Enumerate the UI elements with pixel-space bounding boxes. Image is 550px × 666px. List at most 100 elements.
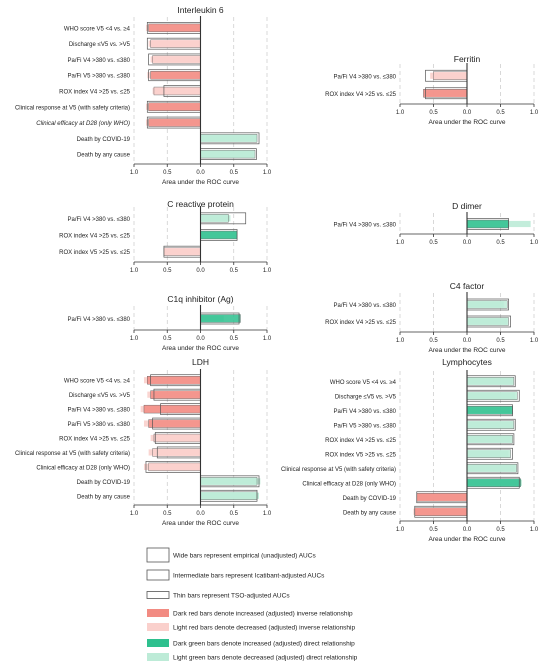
category-label: Death by any cause (77, 494, 131, 500)
x-axis-label: Area under the ROC curve (429, 119, 506, 126)
bar-intermediate (153, 433, 201, 443)
category-label: Death by COVID-19 (77, 137, 131, 143)
category-label: Death by COVID-19 (343, 496, 397, 502)
x-tick-label: 0.5 (429, 527, 438, 533)
x-tick-label: 0.5 (429, 110, 438, 116)
x-tick-label: 1.0 (130, 268, 139, 274)
bar-intermediate (466, 219, 509, 229)
legend-item-dark-green: Dark green bars denote increased (adjust… (147, 639, 355, 648)
bar-intermediate (466, 420, 515, 429)
bar-intermediate (200, 477, 258, 486)
x-tick-label: 1.0 (530, 110, 539, 116)
category-label: Pa/Fi V5 >380 vs. ≤380 (334, 423, 397, 429)
category-label: Clinical response at V5 (with safety cri… (15, 451, 130, 457)
category-label: ROX index V4 >25 vs. ≤25 (325, 438, 396, 444)
bar-intermediate (200, 214, 229, 223)
legend-swatch-light-green (147, 653, 169, 661)
legend-label: Thin bars represent TSO-adjusted AUCs (173, 593, 290, 600)
category-label: Clinical efficacy at D28 (only WHO) (302, 481, 396, 487)
bar-intermediate (200, 149, 256, 159)
x-tick-label: 0.0 (196, 336, 205, 342)
category-label: Pa/Fi V4 >380 vs. ≤380 (68, 58, 131, 64)
category-label: ROX index V4 >25 vs. ≤25 (59, 90, 130, 96)
bar-intermediate (147, 376, 201, 385)
bar-intermediate (414, 507, 468, 516)
category-label: Death by any cause (343, 510, 397, 516)
bar-intermediate (466, 435, 513, 444)
x-tick-label: 0.5 (163, 268, 172, 274)
bar-intermediate (152, 448, 201, 457)
bar-intermediate (466, 377, 515, 386)
bar-intermediate (152, 55, 201, 64)
category-label: Death by COVID-19 (77, 480, 131, 486)
category-label: Pa/Fi V4 >380 vs. ≤380 (334, 303, 397, 309)
x-axis-label: Area under the ROC curve (429, 536, 506, 543)
panel-lymphocytes: Lymphocytes WHO score V5 <4 vs. ≥4 Dischar… (281, 357, 539, 543)
x-tick-label: 0.5 (230, 336, 239, 342)
bar-intermediate (148, 23, 201, 33)
bar-intermediate (466, 464, 517, 473)
bar-intermediate (466, 300, 508, 309)
x-tick-label: 1.0 (396, 110, 405, 116)
x-tick-label: 1.0 (396, 338, 405, 344)
x-tick-label: 1.0 (130, 170, 139, 176)
category-label: Pa/Fi V4 >380 vs. ≤380 (68, 217, 131, 223)
category-label: Clinical response at V5 (with safety cri… (15, 105, 130, 111)
panel-title: C reactive protein (167, 199, 234, 209)
x-axis-label: Area under the ROC curve (162, 179, 239, 186)
legend-item-light-red: Light red bars denote decreased (adjuste… (147, 623, 355, 632)
category-label: Clinical efficacy at D28 (only WHO) (36, 465, 130, 471)
legend-item-light-green: Light green bars denote decreased (adjus… (147, 653, 358, 662)
category-label: Pa/Fi V4 >380 vs. ≤380 (68, 317, 131, 323)
bar-intermediate (150, 390, 201, 399)
x-tick-label: 0.5 (496, 338, 505, 344)
bar-intermediate (163, 247, 201, 256)
bar-intermediate (423, 89, 468, 98)
category-label: Discharge ≤V5 vs. >V5 (69, 42, 131, 48)
legend-swatch-intermediate (146, 569, 170, 581)
x-tick-label: 0.5 (230, 170, 239, 176)
x-tick-label: 1.0 (130, 511, 139, 517)
bar-intermediate (416, 493, 468, 502)
panel-interleukin-6: Interleukin 6 WHO score V5 <4 vs. ≥4 Disch… (15, 5, 272, 186)
category-label: WHO score V5 <4 vs. ≥4 (330, 380, 397, 386)
category-label: Discharge ≤V5 vs. >V5 (335, 394, 397, 400)
x-tick-label: 1.0 (530, 338, 539, 344)
x-axis-label: Area under the ROC curve (429, 347, 506, 354)
category-label: Pa/Fi V4 >380 vs. ≤380 (334, 409, 397, 415)
category-label: Pa/Fi V4 >380 vs. ≤380 (68, 408, 131, 414)
x-tick-label: 0.5 (163, 336, 172, 342)
bar-intermediate (143, 404, 201, 414)
legend-item-intermediate: Intermediate bars represent Icatibant-ad… (146, 569, 325, 581)
chart-panels: Interleukin 6 WHO score V5 <4 vs. ≥4 Disch… (15, 5, 539, 543)
x-tick-label: 1.0 (530, 527, 539, 533)
panel-title: Interleukin 6 (177, 5, 224, 15)
bar-intermediate (150, 71, 201, 80)
x-tick-label: 1.0 (396, 527, 405, 533)
panel-d-dimer: D dimer Pa/Fi V4 >380 vs. ≤380 1.0 0.5 0.0 0.… (334, 201, 539, 246)
x-tick-label: 1.0 (263, 336, 272, 342)
category-label: ROX index V5 >25 vs. ≤25 (325, 452, 396, 458)
category-label: ROX index V5 >25 vs. ≤25 (59, 250, 130, 256)
x-tick-label: 1.0 (263, 268, 272, 274)
category-label: Pa/Fi V5 >380 vs. ≤380 (68, 422, 131, 428)
category-label: Pa/Fi V4 >380 vs. ≤380 (334, 223, 397, 229)
category-label: Pa/Fi V4 >380 vs. ≤380 (334, 74, 397, 80)
panel-c4-factor: C4 factor Pa/Fi V4 >380 vs. ≤380 ROX index… (325, 281, 539, 354)
legend-swatch-light-red (147, 623, 169, 631)
legend-label: Dark green bars denote increased (adjust… (173, 641, 355, 648)
category-label: Pa/Fi V5 >380 vs. ≤380 (68, 74, 131, 80)
panel-title: LDH (192, 357, 209, 367)
x-axis-label: Area under the ROC curve (162, 520, 239, 527)
category-label: ROX index V4 >25 vs. ≤25 (325, 92, 396, 98)
x-tick-label: 0.5 (429, 338, 438, 344)
x-tick-label: 0.5 (163, 170, 172, 176)
category-label: Clinical response at V5 (with safety cri… (281, 467, 396, 473)
x-tick-label: 0.0 (463, 527, 472, 533)
legend-label: Intermediate bars represent Icatibant-ad… (173, 573, 325, 580)
x-tick-label: 0.5 (496, 110, 505, 116)
x-axis-label: Area under the ROC curve (162, 345, 239, 352)
x-tick-label: 1.0 (263, 511, 272, 517)
category-label: ROX index V4 >25 vs. ≤25 (59, 234, 130, 240)
